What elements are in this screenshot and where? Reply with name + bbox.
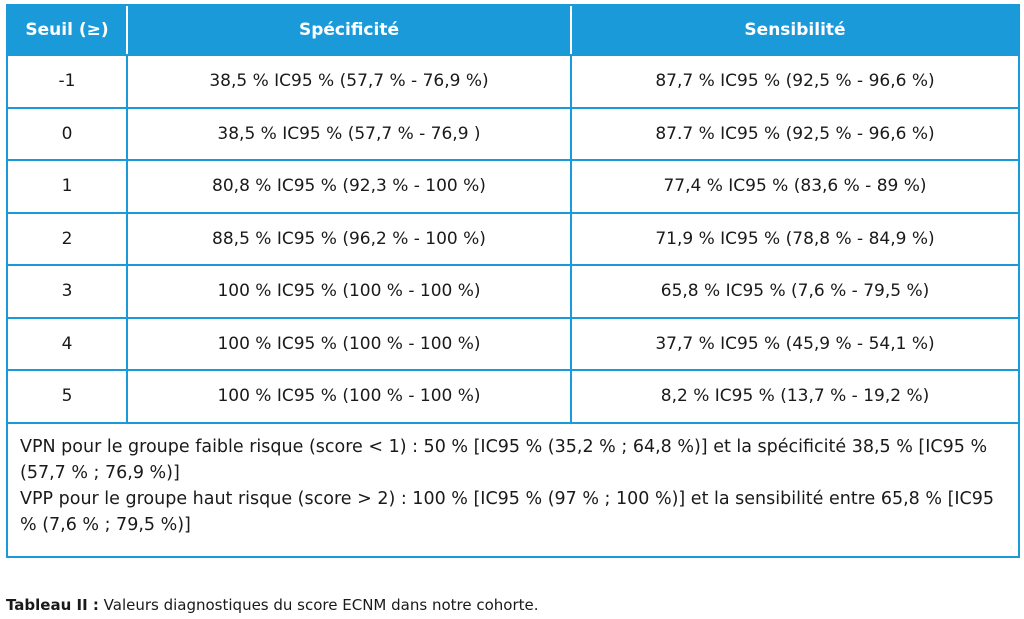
specificite-cell: 80,8 % IC95 % (92,3 % - 100 %) bbox=[128, 161, 572, 212]
table-row: 4 100 % IC95 % (100 % - 100 %) 37,7 % IC… bbox=[8, 318, 1018, 371]
sensibilite-cell: 87,7 % IC95 % (92,5 % - 96,6 %) bbox=[655, 71, 935, 92]
specificite-cell: 88,5 % IC95 % (96,2 % - 100 %) bbox=[128, 213, 572, 264]
table-header-row: Seuil (≥) Spécificité Sensibilité bbox=[8, 6, 1018, 56]
caption-label: Tableau II : bbox=[6, 596, 99, 614]
table-caption: Tableau II : Valeurs diagnostiques du sc… bbox=[6, 596, 539, 614]
table-note-row: VPN pour le groupe faible risque (score … bbox=[8, 424, 1018, 556]
specificite-cell: 38,5 % IC95 % (57,7 % - 76,9 ) bbox=[128, 108, 572, 159]
specificite-cell: 100 % IC95 % (100 % - 100 %) bbox=[128, 318, 572, 369]
header-sensibilite: Sensibilité bbox=[744, 20, 846, 40]
specificite-cell: 100 % IC95 % (100 % - 100 %) bbox=[128, 371, 572, 422]
specificite-cell: 38,5 % IC95 % (57,7 % - 76,9 %) bbox=[128, 56, 572, 107]
sensibilite-cell: 37,7 % IC95 % (45,9 % - 54,1 %) bbox=[655, 333, 935, 354]
seuil-cell: 2 bbox=[8, 213, 128, 264]
table-row: 0 38,5 % IC95 % (57,7 % - 76,9 ) 87.7 % … bbox=[8, 108, 1018, 161]
caption-text: Valeurs diagnostiques du score ECNM dans… bbox=[98, 596, 539, 614]
table-row: 2 88,5 % IC95 % (96,2 % - 100 %) 71,9 % … bbox=[8, 213, 1018, 266]
specificite-cell: 100 % IC95 % (100 % - 100 %) bbox=[128, 266, 572, 317]
sensibilite-cell: 8,2 % IC95 % (13,7 % - 19,2 %) bbox=[660, 386, 930, 407]
sensibilite-cell: 87.7 % IC95 % (92,5 % - 96,6 %) bbox=[655, 123, 935, 144]
seuil-cell: 1 bbox=[8, 161, 128, 212]
sensibilite-cell: 77,4 % IC95 % (83,6 % - 89 %) bbox=[663, 176, 927, 197]
sensibilite-cell: 71,9 % IC95 % (78,8 % - 84,9 %) bbox=[655, 228, 935, 249]
seuil-cell: 4 bbox=[8, 318, 128, 369]
seuil-cell: 5 bbox=[8, 371, 128, 422]
seuil-cell: -1 bbox=[8, 56, 128, 107]
sensibilite-cell: 65,8 % IC95 % (7,6 % - 79,5 %) bbox=[660, 281, 930, 302]
header-specificite: Spécificité bbox=[128, 6, 572, 54]
note-vpn: VPN pour le groupe faible risque (score … bbox=[20, 436, 988, 483]
table-note: VPN pour le groupe faible risque (score … bbox=[8, 424, 1018, 556]
note-vpp: VPP pour le groupe haut risque (score > … bbox=[20, 488, 995, 535]
seuil-cell: 0 bbox=[8, 108, 128, 159]
diagnostic-table: Seuil (≥) Spécificité Sensibilité -1 38,… bbox=[6, 4, 1020, 558]
table-row: 3 100 % IC95 % (100 % - 100 %) 65,8 % IC… bbox=[8, 266, 1018, 319]
table-row: 1 80,8 % IC95 % (92,3 % - 100 %) 77,4 % … bbox=[8, 161, 1018, 214]
header-seuil: Seuil (≥) bbox=[8, 6, 128, 54]
table-row: 5 100 % IC95 % (100 % - 100 %) 8,2 % IC9… bbox=[8, 371, 1018, 424]
seuil-cell: 3 bbox=[8, 266, 128, 317]
table-row: -1 38,5 % IC95 % (57,7 % - 76,9 %) 87,7 … bbox=[8, 56, 1018, 109]
